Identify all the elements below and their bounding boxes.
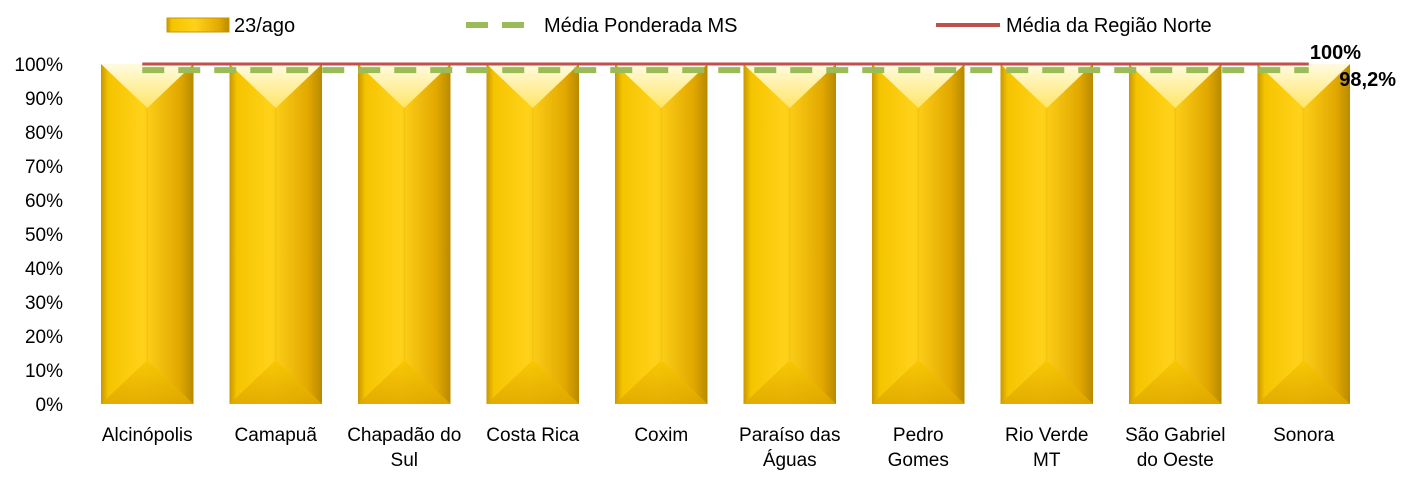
bar [614, 64, 708, 404]
legend-item-media-ms: Média Ponderada MS [466, 15, 737, 37]
x-tick-label: Paraíso das Águas [739, 425, 840, 471]
bar-bevel-top [1257, 64, 1351, 108]
bar-bevel-bottom [614, 360, 708, 404]
y-tick-label: 10% [25, 361, 63, 382]
x-tick-label: São Gabriel do Oeste [1125, 425, 1225, 471]
bar-bevel-bottom [743, 360, 837, 404]
bar-bevel-top [229, 64, 323, 108]
bar [100, 64, 194, 404]
bar [486, 64, 580, 404]
bar-bevel-bottom [229, 360, 323, 404]
y-tick-label: 50% [25, 225, 63, 246]
y-tick-label: 60% [25, 191, 63, 212]
y-tick-label: 90% [25, 89, 63, 110]
bar-bevel-top [743, 64, 837, 108]
legend-label-media-norte: Média da Região Norte [1006, 15, 1212, 37]
bar [1257, 64, 1351, 404]
bar [229, 64, 323, 404]
y-tick-label: 40% [25, 259, 63, 280]
bar-bevel-bottom [1257, 360, 1351, 404]
y-tick-label: 80% [25, 123, 63, 144]
legend-swatch-bars [166, 17, 230, 33]
x-axis: Alcinópolis Camapuã Chapadão do Sul Costa Ri… [102, 425, 1335, 471]
legend-item-bars: 23/ago [166, 15, 295, 37]
y-tick-label: 0% [36, 395, 64, 416]
bar [1000, 64, 1094, 404]
x-tick-label: Pedro Gomes [888, 425, 949, 471]
y-tick-label: 20% [25, 327, 63, 348]
reference-lines: 98,2% 100% [142, 42, 1396, 91]
bar [357, 64, 451, 404]
x-tick-label: Camapuã [235, 425, 318, 446]
x-tick-label: Costa Rica [486, 425, 579, 446]
bar-bevel-bottom [871, 360, 965, 404]
bar [871, 64, 965, 404]
legend: 23/ago Média Ponderada MS Média da Regiã… [166, 15, 1212, 37]
bar-bevel-top [486, 64, 580, 108]
bar [743, 64, 837, 404]
bar-bevel-top [100, 64, 194, 108]
bar-bevel-bottom [1000, 360, 1094, 404]
media-norte-value-label: 100% [1310, 42, 1361, 64]
bar-bevel-top [1000, 64, 1094, 108]
legend-item-media-norte: Média da Região Norte [936, 15, 1212, 37]
legend-label-bars: 23/ago [234, 15, 295, 37]
bar-bevel-top [871, 64, 965, 108]
bar-bevel-bottom [1128, 360, 1222, 404]
bar-bevel-bottom [100, 360, 194, 404]
y-tick-label: 70% [25, 157, 63, 178]
x-tick-label: Rio Verde MT [1005, 425, 1088, 471]
x-tick-label: Sonora [1273, 425, 1335, 446]
bar-bevel-bottom [486, 360, 580, 404]
media-ms-value-label: 98,2% [1339, 69, 1396, 91]
legend-label-media-ms: Média Ponderada MS [544, 15, 737, 37]
y-tick-label: 100% [14, 55, 63, 76]
bar [1128, 64, 1222, 404]
bar-bevel-top [614, 64, 708, 108]
bars [100, 64, 1351, 404]
x-tick-label: Chapadão do Sul [347, 425, 461, 471]
bar-bevel-bottom [357, 360, 451, 404]
y-tick-label: 30% [25, 293, 63, 314]
x-tick-label: Coxim [634, 425, 688, 446]
bar-bevel-top [1128, 64, 1222, 108]
x-tick-label: Alcinópolis [102, 425, 193, 446]
bar-bevel-top [357, 64, 451, 108]
y-axis: 0% 10% 20% 30% 40% 50% 60% 70% 80% 90% 100% [14, 55, 63, 416]
